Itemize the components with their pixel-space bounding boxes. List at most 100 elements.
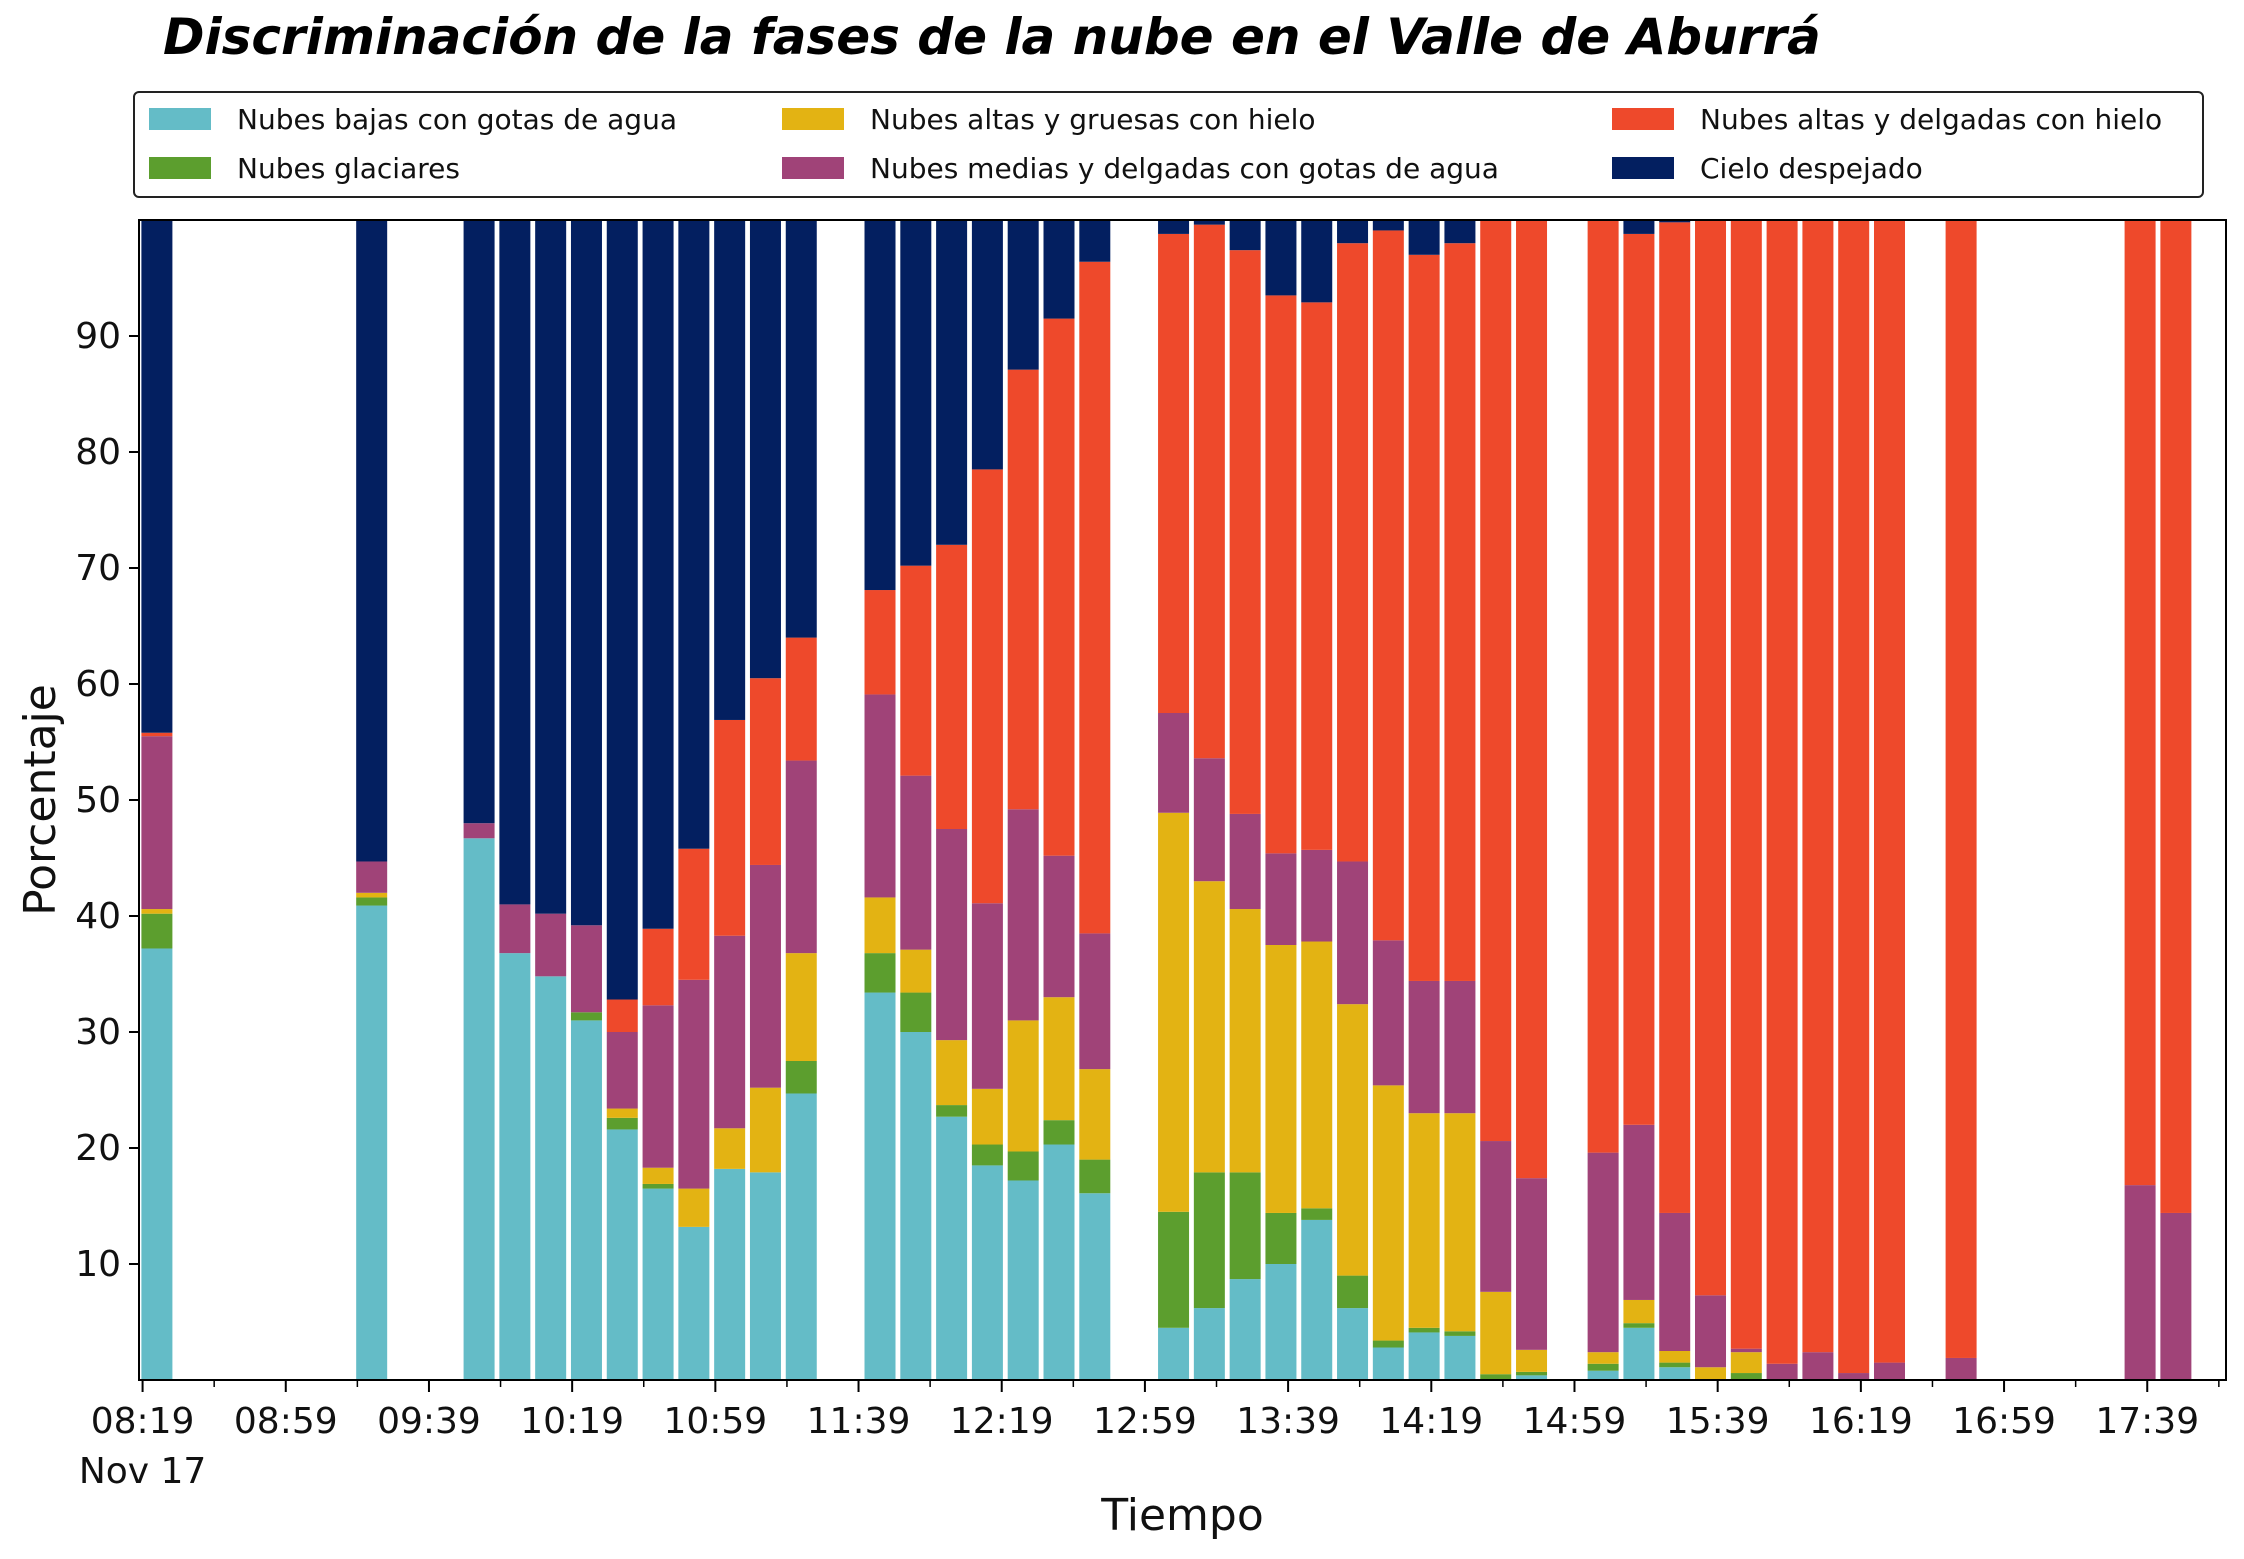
bar-segment <box>1444 1113 1476 1332</box>
bar-segment <box>678 848 710 980</box>
bar-segment <box>1043 1144 1075 1380</box>
bar-segment <box>1408 220 1440 255</box>
bar-segment <box>1659 1212 1691 1351</box>
chart-title: Discriminación de la fases de la nube en… <box>163 8 1821 66</box>
bar-segment <box>535 976 567 1380</box>
bar-segment <box>1158 220 1190 234</box>
bar-segment <box>2124 220 2156 1186</box>
bar-segment <box>1229 220 1261 251</box>
x-tick-label: 14:59 <box>1523 1401 1627 1442</box>
bar-segment <box>1802 1352 1834 1380</box>
legend-label: Nubes bajas con gotas de agua <box>237 102 677 136</box>
bar-segment <box>900 992 932 1032</box>
x-tick-label: 14:19 <box>1379 1401 1483 1442</box>
bar-segment <box>1695 1367 1727 1380</box>
bar-group <box>1265 220 1297 1380</box>
bar-segment <box>1516 1375 1548 1380</box>
legend-item-altas-delgadas-hielo: Nubes altas y delgadas con hielo <box>1612 97 2162 141</box>
bar-segment <box>971 1088 1003 1145</box>
bar-segment <box>1193 224 1225 759</box>
bar-segment <box>1229 1172 1261 1280</box>
bar-segment <box>356 220 388 862</box>
x-tick-label: 15:39 <box>1666 1401 1770 1442</box>
legend-label: Nubes glaciares <box>237 151 460 185</box>
bar-group <box>1623 220 1655 1380</box>
legend-swatch <box>1612 157 1674 179</box>
bar-segment <box>971 903 1003 1089</box>
bar-segment <box>1158 812 1190 1212</box>
bar-segment <box>936 1105 968 1117</box>
bar-segment <box>1043 220 1075 319</box>
bar-segment <box>642 220 674 929</box>
bar-group <box>785 220 817 1380</box>
y-tick-label: 50 <box>75 780 121 821</box>
bar-group <box>864 220 896 1380</box>
bar-segment <box>1301 302 1333 850</box>
bar-segment <box>678 979 710 1189</box>
bar-segment <box>1229 909 1261 1173</box>
bar-segment <box>1659 220 1691 223</box>
bar-segment <box>1408 980 1440 1114</box>
bar-segment <box>714 935 746 1129</box>
bar-segment <box>141 948 173 1380</box>
bar-segment <box>606 999 638 1032</box>
x-axis: 08:19 Nov 17 08:59 09:39 10:19 10:59 11:39 12:1… <box>79 1380 2220 1492</box>
bar-segment <box>356 905 388 1380</box>
legend-swatch <box>782 108 844 130</box>
y-tick-label: 80 <box>75 432 121 473</box>
x-tick-label: 12:59 <box>1093 1401 1197 1442</box>
bar-segment <box>1043 1120 1075 1145</box>
legend-swatch <box>782 157 844 179</box>
bar-group <box>1480 220 1512 1380</box>
bar-segment <box>1337 1275 1369 1309</box>
bar-segment <box>1193 1172 1225 1309</box>
bar-segment <box>1229 250 1261 814</box>
bar-group <box>1007 220 1039 1380</box>
bar-segment <box>864 590 896 695</box>
bar-segment <box>1802 220 1834 1353</box>
bar-segment <box>1158 713 1190 813</box>
bar-segment <box>1480 1141 1512 1292</box>
bar-group <box>1587 220 1619 1380</box>
bar-segment <box>1007 1151 1039 1181</box>
bar-segment <box>864 220 896 591</box>
bar-segment <box>864 897 896 954</box>
x-tick-label: 17:39 <box>2095 1401 2199 1442</box>
bar-segment <box>749 864 781 1088</box>
bar-segment <box>1838 1373 1870 1380</box>
bar-segment <box>1695 1295 1727 1368</box>
bar-segment <box>1480 220 1512 1142</box>
bar-group <box>2124 220 2156 1380</box>
bar-segment <box>900 565 932 776</box>
legend-swatch <box>149 157 211 179</box>
bar-segment <box>141 736 173 910</box>
legend-item-medias-delgadas-gotas: Nubes medias y delgadas con gotas de agu… <box>782 146 1499 190</box>
bar-segment <box>1444 243 1476 981</box>
legend: Nubes bajas con gotas de agua Nubes glac… <box>133 91 2204 198</box>
bar-segment <box>356 897 388 906</box>
legend-label: Nubes altas y gruesas con hielo <box>870 102 1316 136</box>
bar-segment <box>1623 220 1655 234</box>
bar-segment <box>1444 980 1476 1114</box>
bar-group <box>1516 220 1548 1380</box>
bar-segment <box>864 953 896 993</box>
bar-segment <box>1301 849 1333 942</box>
x-tick-label: 08:59 <box>234 1401 338 1442</box>
bar-segment <box>1372 940 1404 1086</box>
bar-segment <box>1007 220 1039 370</box>
bar-group <box>1659 220 1691 1380</box>
bar-group <box>1372 220 1404 1380</box>
bar-segment <box>1659 1351 1691 1363</box>
bar-segment <box>606 220 638 1000</box>
bar-segment <box>1265 945 1297 1213</box>
bar-segment <box>1659 1367 1691 1380</box>
bar-group <box>1193 220 1225 1380</box>
bar-segment <box>1265 1264 1297 1380</box>
bar-segment <box>749 678 781 865</box>
bar-segment <box>749 1172 781 1380</box>
bar-segment <box>1043 855 1075 998</box>
bar-segment <box>1516 1349 1548 1372</box>
x-tick-label: 11:39 <box>807 1401 911 1442</box>
bar-segment <box>785 760 817 954</box>
bar-segment <box>1516 220 1548 1179</box>
